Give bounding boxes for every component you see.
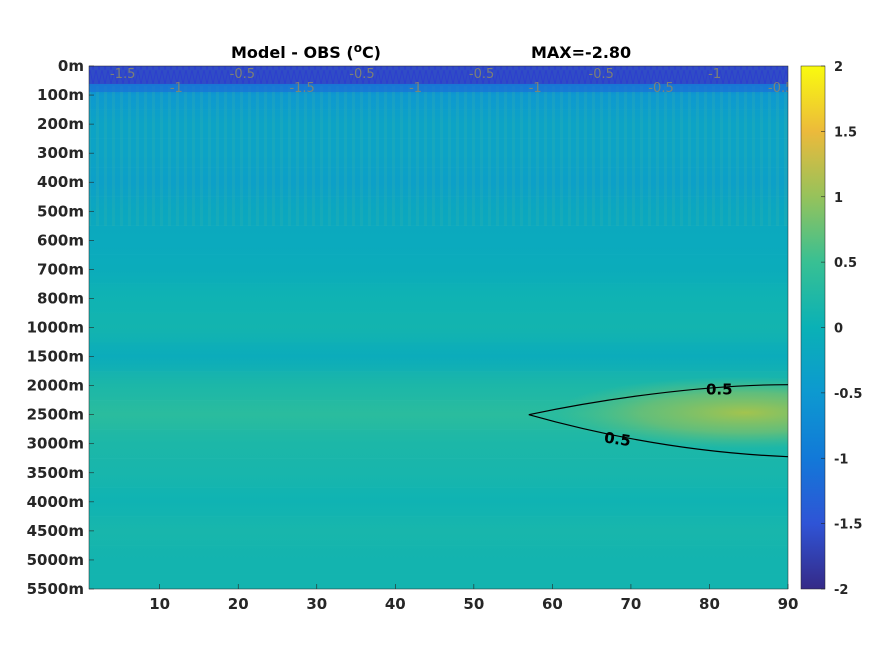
y-tick-label: 2500m xyxy=(27,406,84,424)
surface-contour-label: -1.5 xyxy=(110,67,135,82)
y-tick-label: 800m xyxy=(37,289,84,307)
warm-anomaly xyxy=(555,376,788,449)
y-tick-label: 500m xyxy=(37,202,84,220)
colorbar-tick-label: 2 xyxy=(834,60,843,75)
y-tick-label: 1000m xyxy=(27,319,84,337)
surface-contour-label: -0.5 xyxy=(768,81,793,96)
x-tick-label: 40 xyxy=(385,595,406,613)
y-axis-ticks: 0m 100m 200m 300m 400m 500m 600m 700m 800m 1000m 1… xyxy=(27,57,94,598)
surface-contour-label: -0.5 xyxy=(469,67,494,82)
colorbar-tick-label: 0.5 xyxy=(834,256,857,271)
surface-contour-label: -1.5 xyxy=(289,81,314,96)
y-tick-label: 2000m xyxy=(27,377,84,395)
y-tick-label: 1500m xyxy=(27,348,84,366)
colorbar-tick-label: -1 xyxy=(834,452,848,467)
surface-contour-label: -1 xyxy=(529,81,542,96)
surface-contour-label: -1 xyxy=(708,67,721,82)
surface-contour-label: -1 xyxy=(170,81,183,96)
surface-contour-label: -1 xyxy=(409,81,422,96)
contour-label: 0.5 xyxy=(603,429,632,451)
y-tick-label: 3500m xyxy=(27,464,84,482)
surface-transition xyxy=(89,84,788,92)
y-tick-label: 600m xyxy=(37,231,84,249)
y-tick-label: 4000m xyxy=(27,493,84,511)
colorbar-ticks: 2 1.5 1 0.5 0 -0.5 -1 -1.5 -2 xyxy=(821,60,862,598)
x-tick-label: 90 xyxy=(778,595,799,613)
y-tick-label: 200m xyxy=(37,115,84,133)
colorbar-tick-label: -1.5 xyxy=(834,518,862,533)
y-tick-label: 400m xyxy=(37,173,84,191)
y-tick-label: 3000m xyxy=(27,435,84,453)
surface-contour-label: -0.5 xyxy=(648,81,673,96)
y-tick-label: 700m xyxy=(37,260,84,278)
y-tick-label: 4500m xyxy=(27,522,84,540)
x-tick-label: 20 xyxy=(228,595,249,613)
heatmap-field: -1.5 -1 -0.5 -1.5 -0.5 -1 -0.5 -1 -0.5 -0.5 -1 -0.5 xyxy=(89,66,793,589)
x-tick-label: 70 xyxy=(620,595,641,613)
colorbar-tick-label: 0 xyxy=(834,322,843,337)
chart-title: Model - OBS (oC) xyxy=(231,41,381,62)
surface-contour-label: -0.5 xyxy=(589,67,614,82)
x-tick-label: 80 xyxy=(699,595,720,613)
surface-contour-label: -0.5 xyxy=(349,67,374,82)
y-tick-label: 5000m xyxy=(27,551,84,569)
y-tick-label: 100m xyxy=(37,86,84,104)
contour-lines: 0.5 0.5 xyxy=(528,381,789,458)
colorbar-tick-label: 1.5 xyxy=(834,125,857,140)
colorbar-tick-label: -2 xyxy=(834,583,848,598)
colorbar-tick-label: 1 xyxy=(834,191,843,206)
x-tick-label: 60 xyxy=(542,595,563,613)
colorbar-tick-label: -0.5 xyxy=(834,387,862,402)
y-tick-label: 0m xyxy=(58,57,84,75)
surface-noise xyxy=(89,66,788,84)
x-axis-ticks: 10 20 30 40 50 60 70 80 90 xyxy=(149,584,798,613)
heatmap-streaks xyxy=(89,86,788,226)
contour-line-0.5 xyxy=(528,384,789,458)
surface-contour-label: -0.5 xyxy=(230,67,255,82)
x-tick-label: 50 xyxy=(463,595,484,613)
contour-label: 0.5 xyxy=(706,381,733,399)
x-tick-label: 10 xyxy=(149,595,170,613)
y-tick-label: 5500m xyxy=(27,580,84,598)
x-tick-label: 30 xyxy=(306,595,327,613)
max-annotation: MAX=-2.80 xyxy=(531,43,631,62)
y-tick-label: 300m xyxy=(37,144,84,162)
